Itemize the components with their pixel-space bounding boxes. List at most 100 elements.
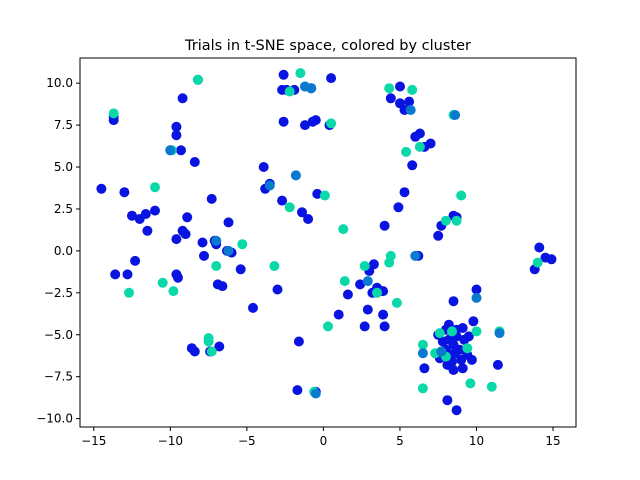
scatter-point: [293, 336, 304, 347]
scatter-point: [176, 145, 186, 156]
scatter-point: [385, 250, 396, 261]
x-tick-label: 5: [396, 434, 404, 448]
scatter-point: [391, 297, 402, 308]
scatter-point: [471, 284, 482, 295]
scatter-point: [269, 261, 280, 271]
scatter-point: [417, 383, 428, 394]
scatter-point: [290, 170, 301, 181]
scatter-point: [326, 118, 337, 129]
scatter-point: [278, 69, 289, 80]
scatter-point: [277, 195, 288, 206]
scatter-point: [150, 182, 160, 193]
chart-title: Trials in t-SNE space, colored by cluste…: [184, 38, 471, 54]
scatter-point: [466, 354, 477, 365]
scatter-point: [206, 193, 217, 204]
scatter-point: [494, 328, 505, 339]
scatter-point: [157, 277, 168, 288]
scatter-point: [417, 348, 428, 359]
scatter-point: [182, 212, 193, 223]
y-tick-label: 7.5: [54, 118, 73, 132]
scatter-point: [355, 279, 366, 290]
scatter-point: [457, 323, 468, 333]
scatter-point: [264, 180, 275, 191]
scatter-point: [492, 359, 503, 370]
scatter-point: [284, 86, 295, 97]
scatter-point: [258, 162, 269, 172]
scatter-point: [171, 234, 182, 245]
scatter-point: [532, 257, 543, 268]
plot-frame: [79, 57, 577, 428]
x-tick-label: 15: [545, 434, 560, 448]
scatter-point: [407, 160, 418, 171]
scatter-point: [393, 202, 404, 213]
scatter-point: [471, 292, 482, 303]
scatter-point: [448, 365, 459, 375]
y-tick-label: −5.0: [44, 328, 73, 342]
scatter-point: [395, 81, 405, 92]
scatter-point: [297, 207, 307, 218]
scatter-point: [362, 304, 373, 315]
scatter-point: [292, 385, 303, 396]
scatter-point: [300, 120, 310, 131]
scatter-point: [235, 264, 246, 275]
x-tick-label: −15: [81, 434, 106, 448]
scatter-point: [177, 93, 188, 104]
scatter-point: [534, 242, 545, 253]
scatter-point: [192, 74, 203, 85]
y-tick-label: 2.5: [54, 202, 73, 216]
scatter-point: [339, 276, 350, 287]
scatter-point: [410, 250, 421, 261]
scatter-point: [457, 363, 468, 374]
scatter-point: [414, 141, 425, 152]
scatter-point: [119, 187, 130, 198]
scatter-point: [338, 224, 349, 235]
x-tick-label: 10: [469, 434, 484, 448]
scatter-point: [450, 110, 461, 120]
scatter-point: [425, 138, 436, 149]
scatter-point: [451, 405, 462, 416]
scatter-point: [319, 190, 330, 201]
scatter-point: [379, 220, 390, 231]
scatter-point: [436, 346, 447, 357]
scatter-point: [122, 269, 133, 280]
scatter-point: [223, 245, 234, 256]
scatter-point: [442, 395, 453, 406]
scatter-point: [237, 239, 248, 250]
scatter-point: [272, 284, 283, 295]
scatter-point: [471, 326, 482, 337]
scatter-point: [451, 215, 462, 226]
scatter-point: [440, 215, 451, 226]
scatter-point: [165, 145, 176, 156]
scatter-point: [359, 321, 370, 332]
scatter-point: [323, 321, 333, 332]
scatter-point: [130, 255, 141, 266]
scatter-point: [359, 261, 370, 271]
axes-layer: −15 −10 −5 0 5 10 15 −10.0 −7.5 −5.0 −2.5 0.0 2.5 5.0…: [36, 57, 577, 448]
scatter-point: [463, 331, 474, 342]
scatter-point: [140, 209, 151, 219]
scatter-point: [223, 217, 234, 228]
scatter-point: [199, 250, 209, 261]
scatter-point: [447, 326, 457, 337]
scatter-point: [203, 336, 214, 347]
y-tick-label: −10.0: [36, 412, 73, 426]
scatter-point: [456, 190, 467, 201]
scatter-point: [180, 229, 191, 240]
scatter-point: [399, 187, 410, 198]
scatter-point: [173, 272, 183, 283]
scatter-point: [124, 287, 134, 298]
scatter-point: [468, 316, 479, 327]
scatter-point: [405, 105, 416, 115]
scatter-point: [462, 343, 473, 354]
x-tick-label: −5: [238, 434, 256, 448]
scatter-point: [248, 302, 258, 313]
scatter-point: [342, 289, 353, 300]
scatter-point: [384, 83, 395, 94]
scatter-point: [401, 146, 412, 157]
scatter-point: [414, 128, 425, 139]
scatter-point: [171, 121, 182, 132]
scatter-point: [189, 157, 200, 167]
x-tick-label: −10: [158, 434, 183, 448]
scatter-point: [378, 309, 389, 320]
